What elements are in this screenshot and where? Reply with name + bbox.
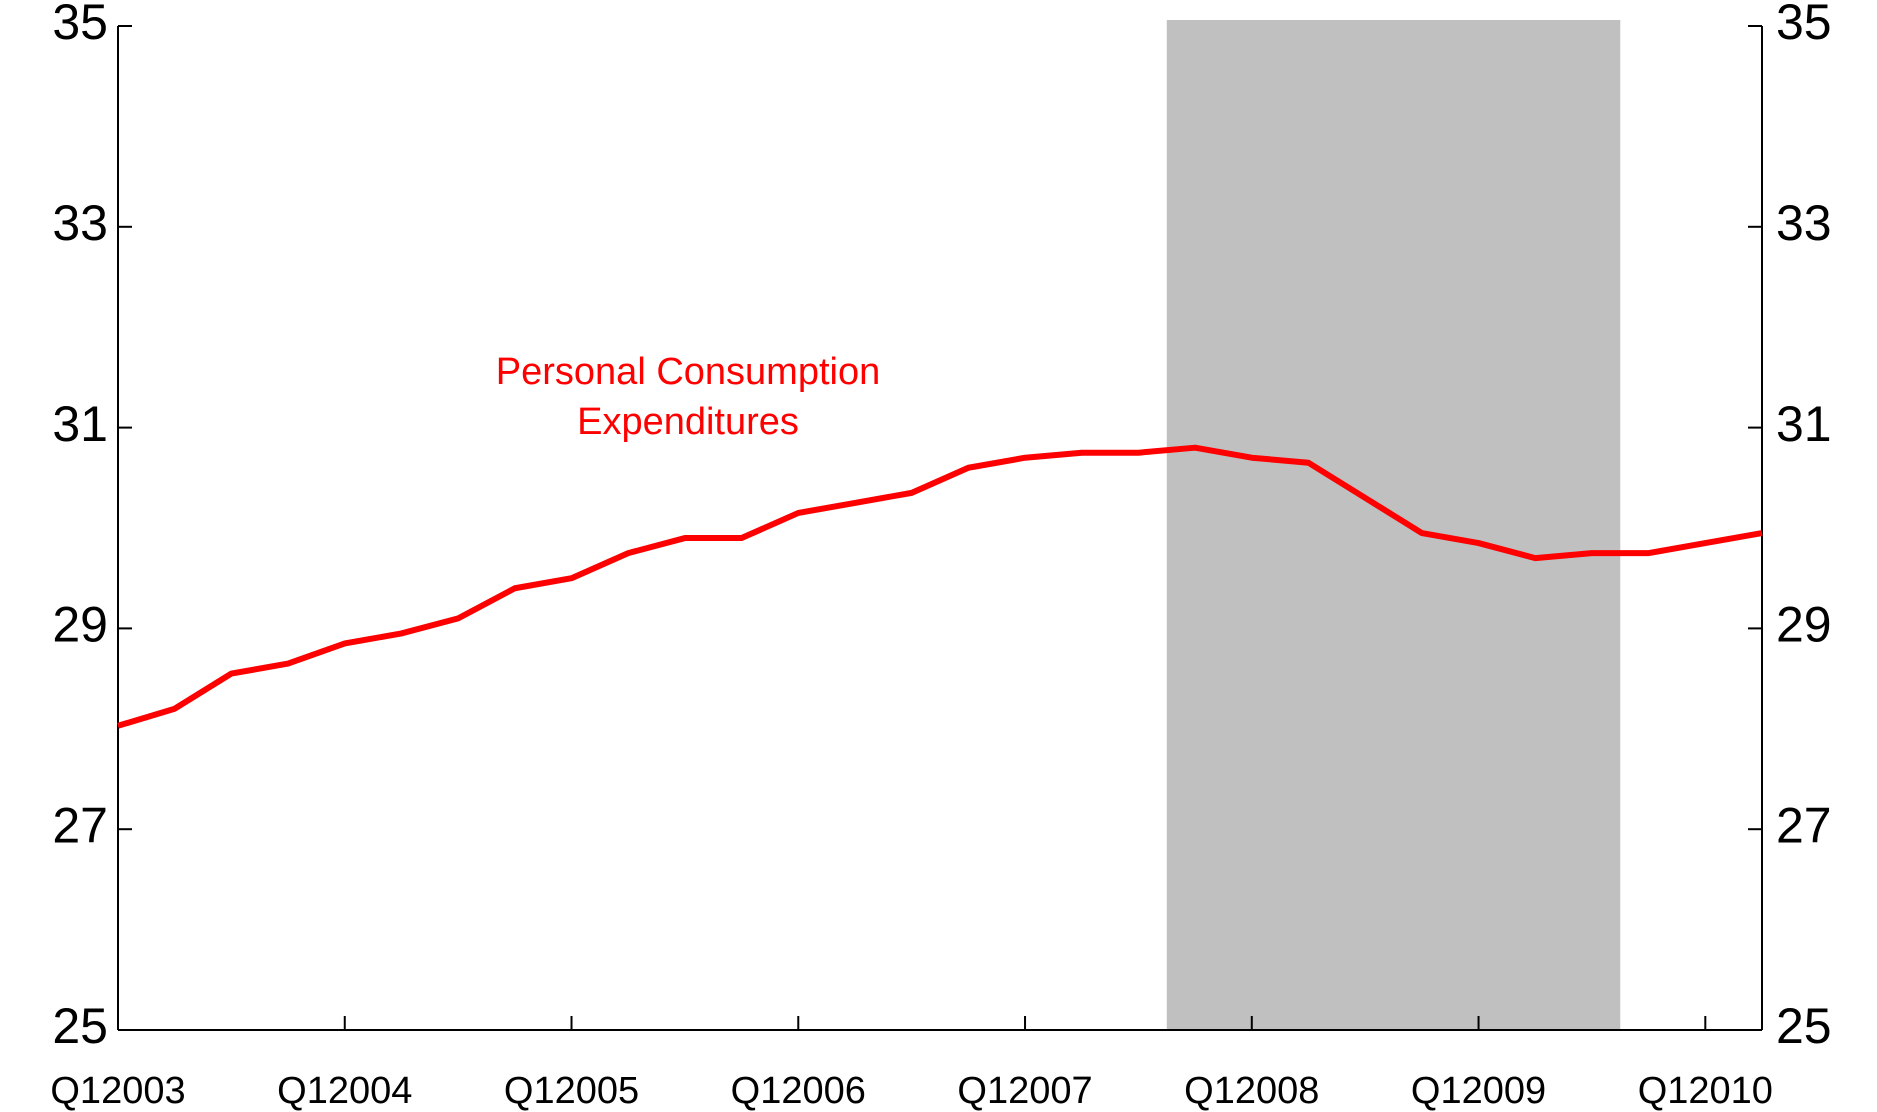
x-tick-label: Q12007 xyxy=(957,1070,1092,1112)
y2-tick-label: 33 xyxy=(1776,195,1832,251)
x-tick-label: Q12004 xyxy=(277,1070,412,1112)
x-tick-label: Q12010 xyxy=(1638,1070,1773,1112)
y2-tick-label: 29 xyxy=(1776,597,1832,653)
y-tick-label: 27 xyxy=(52,797,108,853)
y-tick-label: 35 xyxy=(52,0,108,50)
x-tick-label: Q12005 xyxy=(504,1070,639,1112)
y-tick-label: 25 xyxy=(52,998,108,1054)
y-tick-label: 31 xyxy=(52,396,108,452)
x-tick-label: Q12009 xyxy=(1411,1070,1546,1112)
y2-tick-label: 31 xyxy=(1776,396,1832,452)
shaded-band xyxy=(1166,20,1621,1030)
line xyxy=(117,444,1763,729)
y-tick-label: 29 xyxy=(52,597,108,653)
annotation: Personal Consumption xyxy=(496,351,880,393)
x-tick-label: Q12008 xyxy=(1184,1070,1319,1112)
x-tick-label: Q12003 xyxy=(50,1070,185,1112)
y-tick-label: 33 xyxy=(52,195,108,251)
x-tick-label: Q12006 xyxy=(731,1070,866,1112)
y2-tick-label: 35 xyxy=(1776,0,1832,50)
y2-tick-label: 27 xyxy=(1776,797,1832,853)
y2-tick-label: 25 xyxy=(1776,998,1832,1054)
annotation: Expenditures xyxy=(577,401,799,443)
